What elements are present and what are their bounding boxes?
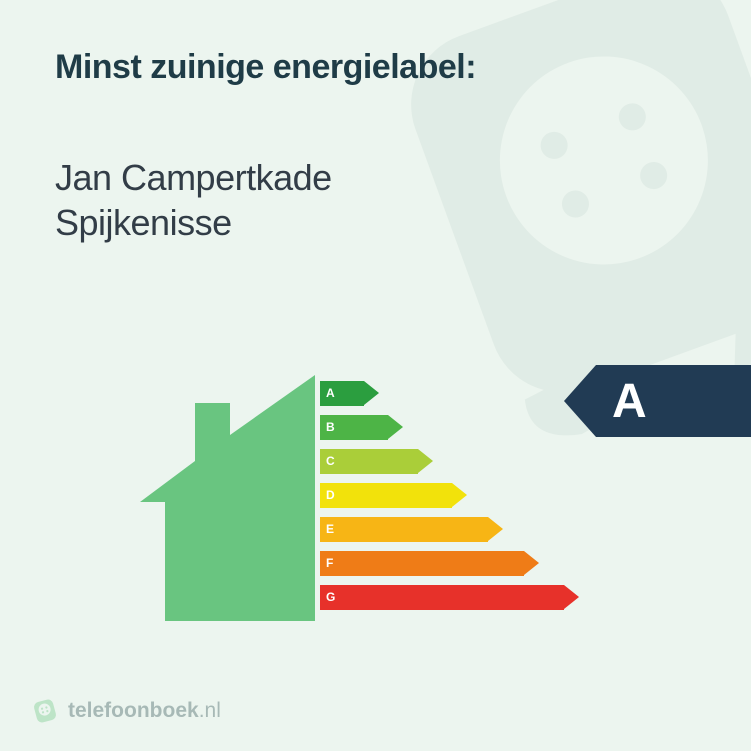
energy-bar-label: B [326,415,335,440]
energy-bar-label: C [326,449,335,474]
footer-brand-bold: telefoonboek [68,699,199,722]
rating-pointer: A [564,365,751,437]
energy-label-chart: ABCDEFG [140,375,600,625]
energy-bar-label: F [326,551,333,576]
address-line-1: Jan Campertkade [55,155,332,200]
address-block: Jan Campertkade Spijkenisse [55,155,332,245]
energy-bar-label: A [326,381,335,406]
energy-bar-label: E [326,517,334,542]
page-title: Minst zuinige energielabel: [55,48,476,87]
pointer-arrow [564,365,596,437]
footer-brand-light: .nl [199,699,221,722]
house-icon [140,375,315,625]
rating-letter: A [596,365,751,437]
energy-bar-label: D [326,483,335,508]
footer-text: telefoonboek.nl [68,699,221,723]
telefoonboek-icon [30,696,60,726]
energy-bar-label: G [326,585,335,610]
address-line-2: Spijkenisse [55,200,332,245]
footer-brand: telefoonboek.nl [30,696,221,726]
